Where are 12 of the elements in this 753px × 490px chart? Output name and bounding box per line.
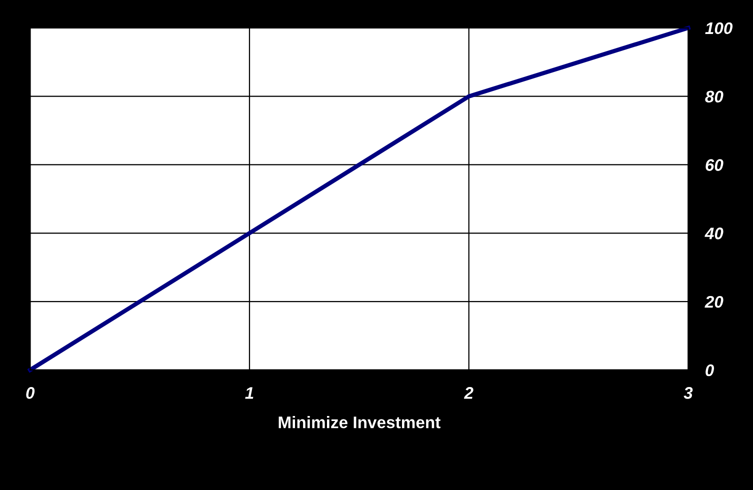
y-tick-label: 20 — [704, 296, 724, 308]
y-tick-label: 80 — [705, 90, 724, 103]
x-axis-title: Minimize Investment — [278, 416, 440, 428]
y-tick-label: 100 — [705, 22, 733, 34]
x-tick-label: 1 — [245, 387, 254, 399]
y-tick-label: 60 — [706, 159, 724, 171]
line-series — [28, 26, 690, 372]
x-tick-label: 2 — [464, 387, 474, 399]
y-tick-label: 0 — [706, 364, 714, 376]
x-tick-label: 3 — [684, 387, 693, 399]
y-tick-label: 40 — [704, 228, 724, 240]
x-tick-label: 0 — [26, 387, 35, 399]
